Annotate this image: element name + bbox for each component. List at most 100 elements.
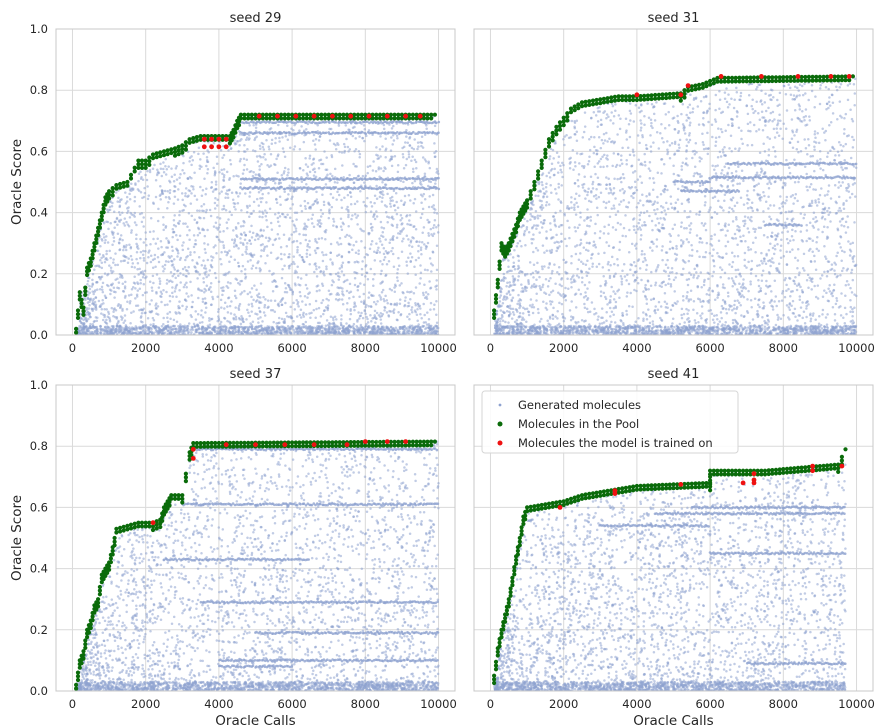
- generated-point: [381, 145, 384, 148]
- generated-point: [372, 331, 375, 334]
- generated-point: [304, 233, 308, 237]
- generated-point: [112, 261, 115, 264]
- generated-point: [110, 284, 113, 287]
- generated-point: [432, 226, 435, 230]
- y-tick-label: 0.8: [30, 83, 48, 97]
- pool-point: [341, 112, 346, 117]
- generated-point: [346, 145, 350, 149]
- pool-point: [118, 185, 123, 190]
- generated-point: [390, 328, 394, 331]
- generated-point: [435, 284, 439, 288]
- generated-point: [248, 191, 252, 194]
- generated-point: [389, 326, 393, 329]
- generated-point: [297, 178, 300, 182]
- generated-point: [154, 304, 157, 307]
- generated-point: [352, 181, 356, 184]
- generated-point: [351, 134, 355, 138]
- generated-point: [407, 194, 411, 197]
- generated-point: [94, 289, 97, 292]
- generated-point: [139, 256, 142, 260]
- generated-point: [385, 187, 389, 190]
- generated-point: [420, 144, 423, 148]
- generated-point: [386, 121, 389, 125]
- generated-point: [407, 301, 410, 305]
- generated-point: [317, 166, 321, 170]
- generated-point: [129, 254, 133, 258]
- generated-point: [133, 266, 136, 269]
- generated-point: [424, 327, 427, 331]
- generated-point: [328, 208, 331, 211]
- generated-point: [413, 138, 416, 141]
- generated-point: [379, 187, 383, 190]
- generated-point: [243, 143, 246, 147]
- generated-point: [276, 233, 280, 236]
- generated-point: [212, 141, 216, 145]
- generated-point: [206, 160, 209, 163]
- generated-point: [115, 317, 119, 320]
- generated-point: [341, 326, 344, 330]
- generated-point: [150, 286, 154, 289]
- generated-point: [381, 262, 384, 266]
- generated-point: [351, 130, 354, 134]
- generated-point: [420, 183, 423, 186]
- generated-point: [379, 318, 383, 321]
- generated-point: [274, 136, 277, 140]
- generated-point: [421, 146, 425, 149]
- generated-point: [114, 191, 118, 194]
- pool-point: [85, 272, 90, 278]
- generated-point: [202, 216, 206, 220]
- generated-point: [139, 250, 143, 254]
- generated-point: [420, 201, 423, 204]
- generated-point: [161, 192, 165, 196]
- generated-point: [334, 298, 338, 301]
- generated-point: [304, 238, 308, 242]
- generated-point: [373, 194, 377, 198]
- generated-point: [262, 229, 265, 232]
- generated-point: [384, 156, 387, 159]
- generated-point: [271, 243, 275, 247]
- generated-point: [257, 324, 261, 328]
- generated-point: [140, 211, 144, 215]
- generated-point: [123, 327, 126, 331]
- generated-point: [251, 149, 255, 152]
- generated-point: [149, 260, 153, 264]
- generated-point: [426, 184, 430, 188]
- generated-point: [230, 191, 234, 195]
- trained-point: [201, 136, 207, 142]
- generated-point: [364, 120, 367, 123]
- generated-point: [82, 329, 86, 333]
- generated-point: [414, 304, 418, 307]
- generated-point: [84, 313, 88, 317]
- generated-point: [244, 150, 247, 153]
- generated-point: [280, 317, 284, 321]
- generated-point: [390, 303, 393, 306]
- generated-point: [237, 316, 241, 320]
- generated-point: [109, 256, 112, 260]
- generated-point: [295, 218, 298, 221]
- generated-point: [206, 167, 210, 171]
- generated-point: [379, 240, 382, 243]
- generated-point: [209, 331, 212, 334]
- generated-point: [395, 226, 399, 229]
- generated-point: [380, 226, 383, 229]
- generated-point: [285, 332, 289, 335]
- generated-point: [170, 254, 173, 258]
- generated-point: [214, 180, 218, 183]
- generated-point: [408, 219, 411, 222]
- generated-point: [382, 227, 386, 230]
- generated-point: [159, 167, 163, 171]
- generated-point: [259, 155, 263, 159]
- generated-point: [334, 272, 338, 276]
- generated-point: [86, 301, 90, 304]
- generated-point: [201, 325, 204, 329]
- generated-point: [241, 264, 245, 268]
- generated-point: [189, 202, 193, 205]
- generated-point: [384, 238, 387, 241]
- generated-point: [151, 274, 155, 278]
- pool-point: [187, 137, 192, 142]
- generated-point: [250, 169, 253, 173]
- generated-point: [263, 245, 267, 249]
- generated-point: [287, 285, 291, 289]
- generated-point: [319, 270, 323, 273]
- generated-point: [298, 254, 302, 257]
